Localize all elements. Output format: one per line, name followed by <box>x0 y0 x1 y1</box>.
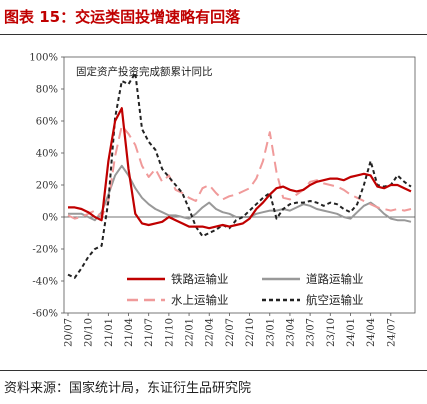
x-axis: 20/07 20/10 21/01 21/04 21/07 21/10 22/01 22/04… <box>64 313 397 347</box>
chart-title: 固定资产投资完成额累计同比 <box>76 65 213 78</box>
legend-label-4: 航空运输业 <box>306 293 364 307</box>
series-line-1 <box>68 107 412 230</box>
source-note: 资料来源：国家统计局，东证衍生品研究院 <box>4 381 252 396</box>
legend-label-3: 水上运输业 <box>171 293 229 307</box>
x-tick-label: 20/07 <box>64 318 75 347</box>
figure-title: 图表 15：交运类固投增速略有回落 <box>4 8 241 26</box>
x-tick-label: 23/07 <box>306 318 317 347</box>
y-tick-label: -40% <box>32 277 58 288</box>
y-tick-label: 100% <box>29 53 58 64</box>
title-rule <box>0 34 427 35</box>
x-tick-label: 20/10 <box>84 318 95 347</box>
x-tick-label: 22/01 <box>185 318 196 347</box>
x-tick-label: 22/07 <box>225 318 236 347</box>
source-rule <box>0 370 427 371</box>
x-tick-label: 22/10 <box>245 318 256 347</box>
x-tick-label: 22/04 <box>205 318 216 347</box>
y-tick-label: 20% <box>36 181 58 192</box>
x-tick-label: 23/01 <box>265 318 276 347</box>
x-tick-label: 24/07 <box>386 318 397 347</box>
x-tick-label: 23/04 <box>285 318 296 347</box>
y-axis: 100% 80% 60% 40% 20% 0% -20% -40% -60% <box>29 53 64 320</box>
y-tick-label: 60% <box>36 117 58 128</box>
y-tick-label: 0% <box>42 213 58 224</box>
legend-label-2: 道路运输业 <box>306 272 364 286</box>
series-line-4 <box>67 72 412 279</box>
y-tick-label: -20% <box>32 245 58 256</box>
series-line-3 <box>67 124 412 220</box>
x-tick-label: 24/04 <box>366 318 377 347</box>
series-line-2 <box>68 164 412 223</box>
x-tick-label: 23/10 <box>326 318 337 347</box>
x-tick-label: 24/01 <box>346 318 357 347</box>
x-tick-label: 21/01 <box>104 318 115 347</box>
x-tick-label: 21/07 <box>144 318 155 347</box>
series-layer <box>67 72 412 279</box>
y-tick-label: 40% <box>36 149 58 160</box>
x-tick-label: 21/04 <box>124 318 135 347</box>
x-tick-label: 21/10 <box>164 318 175 347</box>
legend-label-1: 铁路运输业 <box>171 272 229 286</box>
y-tick-label: 80% <box>36 85 58 96</box>
y-tick-label: -60% <box>32 309 58 320</box>
